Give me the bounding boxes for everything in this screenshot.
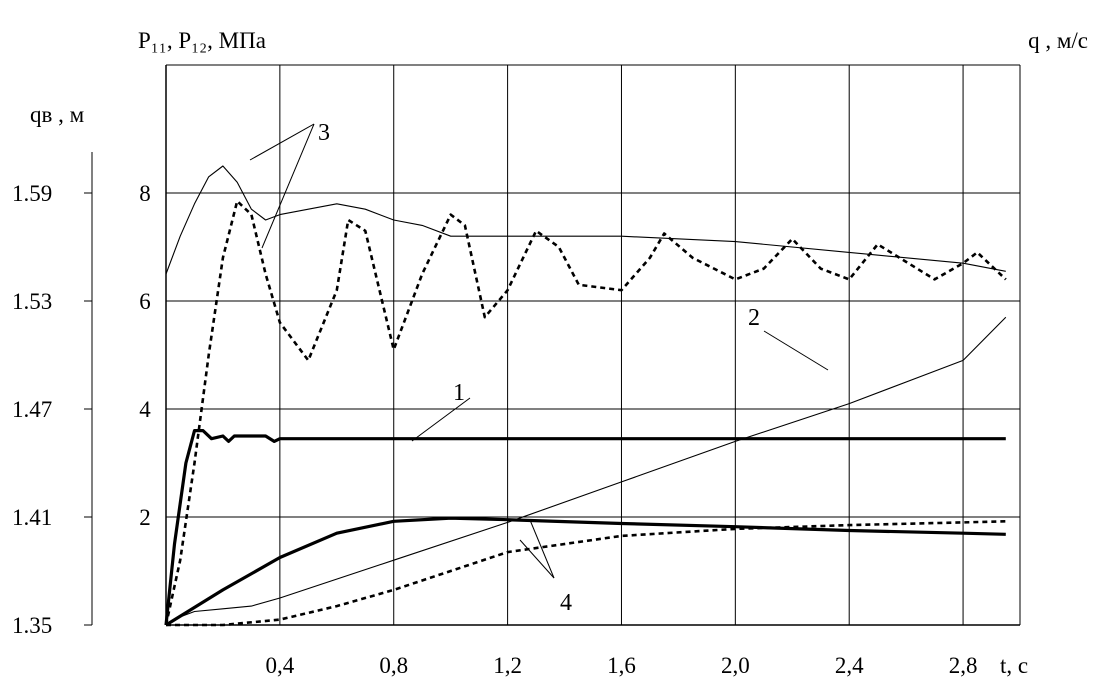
y-outer-tick-label: 1.41: [12, 505, 52, 530]
x-tick-label: 0,8: [379, 653, 408, 678]
x-tick-label: 2,0: [721, 653, 750, 678]
callout-leader-line: [262, 124, 314, 248]
grid: [166, 65, 1020, 625]
right-axis-title: q , м/с: [1028, 28, 1088, 53]
y-outer-tick-label: 1.53: [12, 289, 52, 314]
callout-leaders: [250, 124, 828, 578]
series-curve-1-0: [166, 431, 1006, 625]
y-outer-tick-label: 1.47: [12, 397, 52, 422]
x-tick-label: 1,6: [607, 653, 636, 678]
callout-leader-line: [530, 520, 554, 578]
callout-label-3: 3: [318, 120, 330, 146]
y-inner-tick-label: 4: [139, 397, 151, 422]
series-curve-3-3: [166, 201, 1006, 625]
series-curve-4-5: [166, 521, 1006, 625]
y-inner-tick-label: 2: [139, 505, 151, 530]
series-curve-3-2: [166, 166, 1006, 274]
y-outer-tick-label: 1.59: [12, 181, 52, 206]
left-inner-axis-title: P₁₁, P₁₂, МПа: [138, 28, 266, 53]
labels: P₁₁, P₁₂, МПа q , м/с qв , м t, c 1 2 3 …: [12, 28, 1088, 678]
series-curve-4-4: [166, 518, 1006, 625]
y-outer-tick-label: 1.35: [12, 613, 52, 638]
series-curve-2-1: [166, 317, 1006, 625]
y-inner-tick-label: 6: [139, 289, 151, 314]
callout-label-2: 2: [748, 305, 760, 331]
left-outer-axis-title: qв , м: [30, 102, 85, 127]
x-axis-title: t, c: [1000, 653, 1028, 678]
callout-leader-line: [764, 331, 828, 370]
axes: [84, 65, 1020, 625]
series-layer: [166, 166, 1006, 625]
y-inner-tick-label: 8: [139, 181, 151, 206]
callout-leader-line: [520, 540, 554, 578]
callout-leader-line: [250, 124, 314, 160]
callout-label-4: 4: [560, 590, 572, 616]
x-tick-label: 2,8: [949, 653, 978, 678]
x-tick-label: 1,2: [493, 653, 522, 678]
callout-label-1: 1: [453, 380, 465, 406]
x-tick-label: 0,4: [265, 653, 294, 678]
x-tick-label: 2,4: [835, 653, 864, 678]
